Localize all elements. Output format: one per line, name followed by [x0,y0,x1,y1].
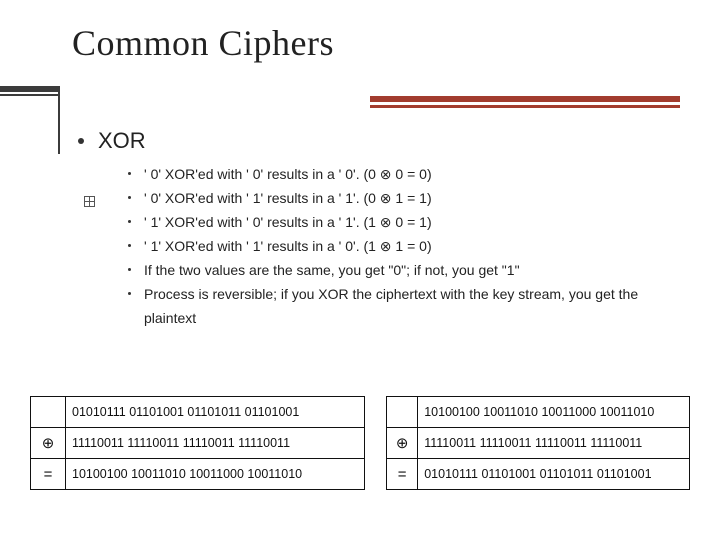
sub-bullet: If the two values are the same, you get … [128,258,688,282]
sub-bullet: Process is reversible; if you XOR the ci… [128,282,688,330]
sub-bullet-list: ' 0' XOR'ed with ' 0' results in a ' 0'.… [128,162,688,330]
main-bullet: XOR [78,128,146,154]
corner-line-thick [0,86,58,92]
table-cell: 10100100 10011010 10011000 10011010 [418,397,690,428]
equals-icon: = [31,459,66,490]
table-cell: 11110011 11110011 11110011 11110011 [418,428,690,459]
sub-bullet: ' 0' XOR'ed with ' 0' results in a ' 0'.… [128,162,688,186]
table-cell: 01010111 01101001 01101011 01101001 [418,459,690,490]
table-cell: 01010111 01101001 01101011 01101001 [66,397,365,428]
op-cell-blank [31,397,66,428]
sub-bullet: ' 1' XOR'ed with ' 1' results in a ' 0'.… [128,234,688,258]
corner-line-vertical [58,86,60,154]
accent-line-thick [370,96,680,102]
xor-table-right: 10100100 10011010 10011000 10011010 ⊕ 11… [386,396,690,490]
op-cell-blank [387,397,418,428]
slide: Common Ciphers XOR ' 0' XOR'ed with ' 0'… [0,0,720,540]
equals-icon: = [387,459,418,490]
corner-line-thin [0,94,58,96]
accent-line-thin [370,105,680,108]
xor-icon: ⊕ [31,428,66,459]
table-row: = 10100100 10011010 10011000 10011010 [31,459,365,490]
table-row: ⊕ 11110011 11110011 11110011 11110011 [387,428,690,459]
sub-bullet: ' 0' XOR'ed with ' 1' results in a ' 1'.… [128,186,688,210]
table-row: ⊕ 11110011 11110011 11110011 11110011 [31,428,365,459]
xor-icon: ⊕ [387,428,418,459]
table-cell: 11110011 11110011 11110011 11110011 [66,428,365,459]
table-row: 01010111 01101001 01101011 01101001 [31,397,365,428]
bullet-dot-icon [78,138,84,144]
xor-table-left: 01010111 01101001 01101011 01101001 ⊕ 11… [30,396,365,490]
page-title: Common Ciphers [72,22,334,64]
table-row: 10100100 10011010 10011000 10011010 [387,397,690,428]
table-cell: 10100100 10011010 10011000 10011010 [66,459,365,490]
square-plus-icon [84,196,95,207]
table-row: = 01010111 01101001 01101011 01101001 [387,459,690,490]
sub-bullet: ' 1' XOR'ed with ' 0' results in a ' 1'.… [128,210,688,234]
main-bullet-label: XOR [98,128,146,153]
